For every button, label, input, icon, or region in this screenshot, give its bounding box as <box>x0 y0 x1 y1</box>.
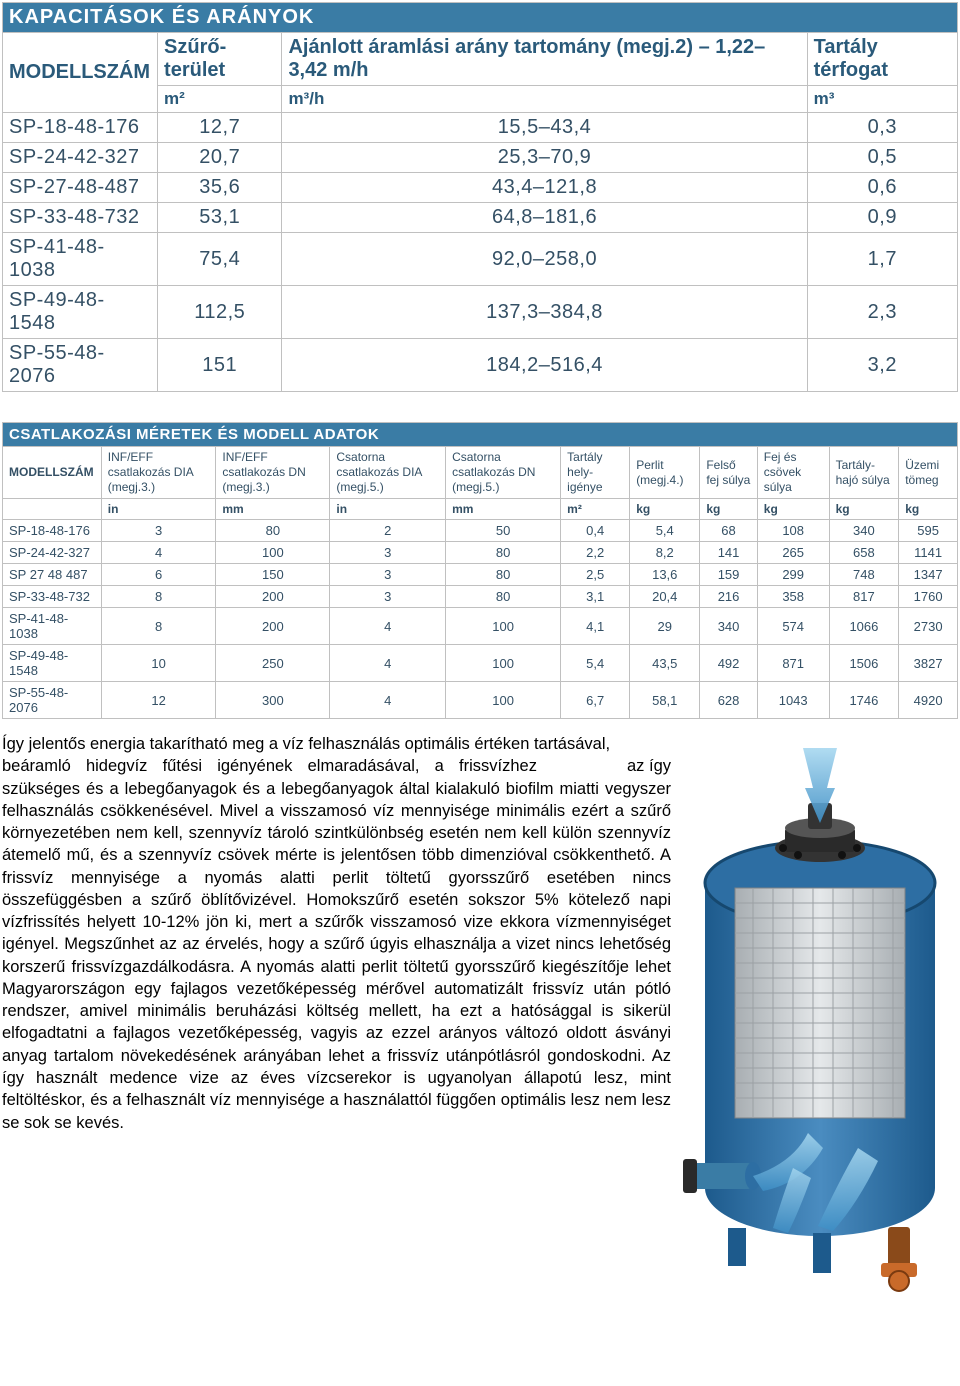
table-row: SP-24-42-32720,725,3–70,90,5 <box>3 143 958 173</box>
col-area: Szűrő­terület <box>158 33 282 86</box>
unit-header: kg <box>630 499 700 520</box>
col-model: MODELLSZÁM <box>3 33 158 113</box>
body-paragraph: Így jelentős energia takarítható meg a v… <box>2 733 671 1134</box>
table-row: SP-49-48-1548112,5137,3–384,82,3 <box>3 286 958 339</box>
filter-illustration <box>683 733 958 1303</box>
table-row: SP 27 48 48761503802,513,61592997481347 <box>3 564 958 586</box>
col-header: Perlit (megj.4.) <box>630 447 700 499</box>
unit-volume: m³ <box>807 86 957 113</box>
connection-title: CSATLAKOZÁSI MÉRETEK ÉS MODELL ADATOK <box>3 423 958 447</box>
table-row: SP-41-48-1038820041004,12934057410662730 <box>3 608 958 645</box>
unit-header: kg <box>899 499 958 520</box>
col-flow: Ajánlott áramlási arány tartomány (megj.… <box>282 33 807 86</box>
col-header: Csatorna csatlakozás DIA (megj.5.) <box>330 447 446 499</box>
unit-header: mm <box>446 499 561 520</box>
table-row: SP-49-48-15481025041005,443,549287115063… <box>3 645 958 682</box>
table-row: SP-33-48-73253,164,8–181,60,9 <box>3 203 958 233</box>
table-row: SP-33-48-73282003803,120,42163588171760 <box>3 586 958 608</box>
unit-header: kg <box>700 499 757 520</box>
para-lead: Így jelentős energia takarítható meg a v… <box>2 735 610 753</box>
col-volume: Tartály térfogat <box>807 33 957 86</box>
col-header: INF/EFF csatlakozás DN (megj.3.) <box>216 447 330 499</box>
para-tailword: az így <box>627 755 671 777</box>
table-row: SP-41-48-103875,492,0–258,01,7 <box>3 233 958 286</box>
unit-header: kg <box>757 499 829 520</box>
col-header: Üzemi tömeg <box>899 447 958 499</box>
unit-header: m² <box>561 499 630 520</box>
unit-header: kg <box>829 499 899 520</box>
body-section: Így jelentős energia takarítható meg a v… <box>2 733 958 1303</box>
col-header: INF/EFF csatlakozás DIA (megj.3.) <box>101 447 216 499</box>
unit-header: in <box>101 499 216 520</box>
table-row: SP-27-48-48735,643,4–121,80,6 <box>3 173 958 203</box>
unit-header: in <box>330 499 446 520</box>
col-header: Felső fej súlya <box>700 447 757 499</box>
table-row: SP-24-42-32741003802,28,21412656581141 <box>3 542 958 564</box>
table-row: SP-55-48-2076151184,2–516,43,2 <box>3 339 958 392</box>
table-row: SP-18-48-17612,715,5–43,40,3 <box>3 113 958 143</box>
unit-flow: m³/h <box>282 86 807 113</box>
para-rest: beáramló hidegvíz fűtési igényének elmar… <box>2 757 671 1131</box>
col-header: Tartály hely-igénye <box>561 447 630 499</box>
table-row: SP-55-48-20761230041006,758,162810431746… <box>3 682 958 719</box>
unit-header <box>3 499 102 520</box>
capacity-table: KAPACITÁSOK ÉS ARÁNYOK MODELLSZÁM Szűrő­… <box>2 2 958 392</box>
col-header: Tartály-hajó súlya <box>829 447 899 499</box>
col-header: Csatorna csatlakozás DN (megj.5.) <box>446 447 561 499</box>
table-row: SP-18-48-1763802500,45,468108340595 <box>3 520 958 542</box>
unit-header: mm <box>216 499 330 520</box>
capacity-title: KAPACITÁSOK ÉS ARÁNYOK <box>3 3 958 33</box>
unit-area: m² <box>158 86 282 113</box>
col-header: Fej és csövek súlya <box>757 447 829 499</box>
col-header: MODELLSZÁM <box>3 447 102 499</box>
connection-table: CSATLAKOZÁSI MÉRETEK ÉS MODELL ADATOK MO… <box>2 422 958 719</box>
